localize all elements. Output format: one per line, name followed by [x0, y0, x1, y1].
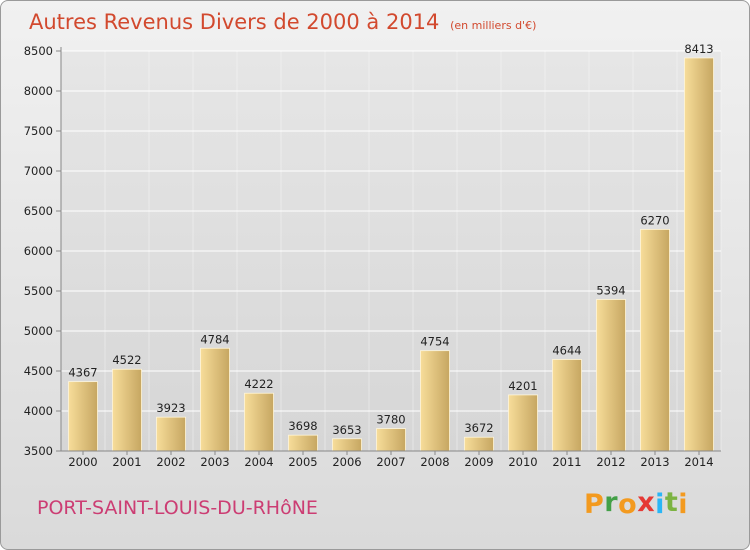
bar-2012[interactable]: [596, 299, 626, 452]
data-label-2010: 4201: [508, 379, 537, 393]
x-tick-label-2003: 2003: [200, 455, 229, 469]
x-tick-label-2012: 2012: [596, 455, 625, 469]
logo-letter-4: i: [655, 489, 665, 520]
y-tick-label-7500: 7500: [24, 124, 53, 138]
data-label-2002: 3923: [156, 401, 185, 415]
chart-title: Autres Revenus Divers de 2000 à 2014 (en…: [29, 10, 536, 34]
y-tick-label-6000: 6000: [24, 244, 53, 258]
logo-letter-5: t: [664, 487, 679, 518]
data-label-2007: 3780: [376, 413, 405, 427]
y-tick-label-4000: 4000: [24, 404, 53, 418]
y-tick-label-5500: 5500: [24, 284, 53, 298]
bars: 4367 4522 3923 4784 4222 3698 3653 3780 4754 3672…: [68, 42, 714, 452]
logo-letter-1: r: [604, 487, 619, 518]
x-tick-label-2004: 2004: [244, 455, 273, 469]
data-label-2011: 4644: [552, 343, 581, 357]
x-tick-label-2013: 2013: [640, 455, 669, 469]
x-tick-label-2000: 2000: [68, 455, 97, 469]
bar-2010[interactable]: [508, 394, 538, 452]
bar-2007[interactable]: [376, 428, 406, 452]
data-label-2004: 4222: [244, 377, 273, 391]
data-label-2005: 3698: [288, 419, 317, 433]
x-tick-label-2011: 2011: [552, 455, 581, 469]
grid-lines: [60, 50, 722, 452]
bar-2004[interactable]: [244, 392, 274, 452]
y-tick-label-8500: 8500: [24, 44, 53, 58]
place-name: PORT-SAINT-LOUIS-DU-RHôNE: [37, 497, 318, 519]
x-tick-label-2010: 2010: [508, 455, 537, 469]
y-tick-label-6500: 6500: [24, 204, 53, 218]
logo-letter-0: P: [584, 489, 605, 520]
logo-letter-2: o: [618, 489, 638, 520]
bar-2003[interactable]: [200, 347, 230, 452]
y-tick-label-7000: 7000: [24, 164, 53, 178]
x-tick-label-2002: 2002: [156, 455, 185, 469]
bar-2002[interactable]: [156, 416, 186, 452]
data-label-2003: 4784: [200, 332, 229, 346]
bar-2013[interactable]: [640, 228, 670, 452]
bar-2005[interactable]: [288, 434, 318, 452]
data-label-2008: 4754: [420, 335, 449, 349]
bar-2014[interactable]: [684, 57, 714, 452]
y-tick-label-4500: 4500: [24, 364, 53, 378]
y-tick-label-8000: 8000: [24, 84, 53, 98]
proxiti-logo[interactable]: Proxiti: [584, 487, 689, 520]
bar-2006[interactable]: [332, 438, 362, 452]
logo-letter-6: i: [678, 489, 689, 520]
x-tick-label-2008: 2008: [420, 455, 449, 469]
data-label-2006: 3653: [332, 423, 361, 437]
bar-2001[interactable]: [112, 368, 142, 452]
bar-2011[interactable]: [552, 359, 582, 452]
data-label-2000: 4367: [68, 366, 97, 380]
x-tick-label-2005: 2005: [288, 455, 317, 469]
data-label-2001: 4522: [112, 353, 141, 367]
data-label-2012: 5394: [596, 283, 625, 297]
x-tick-label-2014: 2014: [684, 455, 713, 469]
x-tick-label-2007: 2007: [376, 455, 405, 469]
x-tick-label-2001: 2001: [112, 455, 141, 469]
bar-2008[interactable]: [420, 350, 450, 452]
x-tick-label-2009: 2009: [464, 455, 493, 469]
data-label-2013: 6270: [640, 213, 669, 227]
y-tick-label-3500: 3500: [24, 444, 53, 458]
chart-title-text: Autres Revenus Divers de 2000 à 2014: [29, 10, 440, 34]
data-label-2014: 8413: [684, 42, 713, 56]
chart-unit-note: (en milliers d'€): [450, 19, 537, 32]
logo-letter-3: x: [637, 487, 656, 518]
bar-2000[interactable]: [68, 381, 98, 452]
data-label-2009: 3672: [464, 421, 493, 435]
axes: 3500 4000 4500 5000 5500 6000 6500 7000 7500 8000…: [24, 44, 721, 469]
y-tick-label-5000: 5000: [24, 324, 53, 338]
bar-2009[interactable]: [464, 436, 494, 452]
x-tick-label-2006: 2006: [332, 455, 361, 469]
